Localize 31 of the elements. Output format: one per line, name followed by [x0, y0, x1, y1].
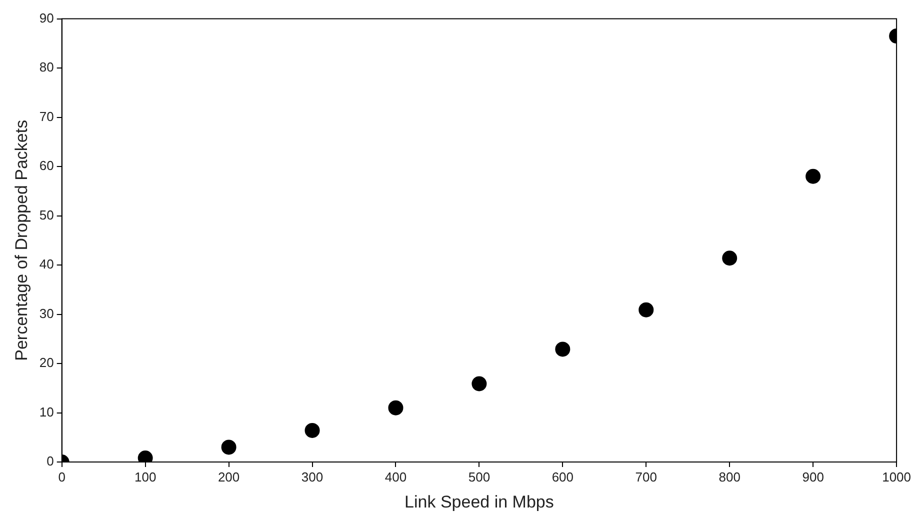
- point: [304, 422, 320, 438]
- y-tick-label: 90: [39, 10, 54, 26]
- y-tick-label: 30: [39, 306, 54, 321]
- point: [638, 302, 654, 318]
- y-tick-label: 20: [39, 355, 54, 370]
- point: [472, 376, 487, 392]
- x-tick-label: 700: [635, 469, 657, 484]
- y-tick-label: 40: [39, 256, 54, 272]
- point: [555, 342, 570, 357]
- x-tick-label: 400: [384, 469, 407, 484]
- point: [722, 250, 738, 266]
- x-tick-label: 500: [468, 469, 490, 484]
- x-tick-label: 200: [218, 469, 240, 484]
- y-tick-label: 10: [39, 404, 54, 420]
- y-tick-label: 70: [39, 108, 54, 124]
- x-axis-title: Link Speed in Mbps: [404, 492, 554, 512]
- x-tick-label: 1000: [882, 469, 911, 484]
- x-tick-label: 600: [552, 469, 574, 484]
- y-axis-title: Percentage of Dropped Packets: [12, 120, 31, 361]
- point: [221, 440, 236, 455]
- x-tick-label: 100: [134, 469, 156, 484]
- x-tick-label: 300: [301, 469, 324, 484]
- x-tick-label: 800: [718, 469, 740, 484]
- point: [388, 400, 404, 416]
- y-tick-label: 60: [39, 158, 54, 174]
- y-tick-label: 80: [39, 60, 54, 75]
- x-tick-label: 0: [58, 469, 66, 484]
- point: [806, 168, 821, 184]
- y-tick-label: 0: [46, 454, 54, 469]
- y-tick-label: 50: [39, 207, 54, 222]
- x-tick-label: 900: [802, 469, 824, 484]
